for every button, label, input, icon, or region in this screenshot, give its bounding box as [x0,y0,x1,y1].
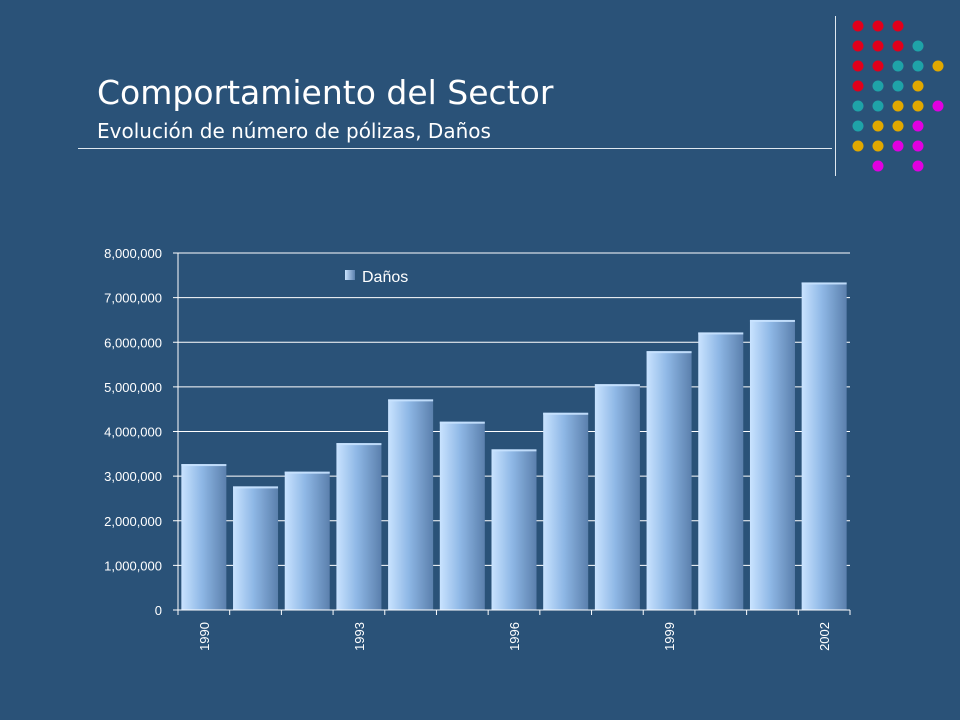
bar [284,471,330,610]
x-tick-labels: 1990 1993 1996 1999 2002 [197,622,832,651]
bar-top-highlight [801,282,847,285]
bar [388,399,434,610]
x-tick-label: 1996 [507,622,522,651]
bar [698,332,744,610]
bar-top-highlight [439,421,485,424]
y-tick-label: 4,000,000 [104,425,162,440]
y-tick-label: 2,000,000 [104,514,162,529]
bar-top-highlight [646,351,692,354]
bar-top-highlight [233,486,279,489]
bar [594,384,640,610]
vertical-divider [835,16,836,176]
slide-subtitle: Evolución de número de pólizas, Daños [97,119,491,143]
bar-top-highlight [284,471,330,474]
bar [646,351,692,610]
bar [801,282,847,610]
slide-title: Comportamiento del Sector [97,73,554,112]
y-tick-label: 6,000,000 [104,335,162,350]
y-tick-labels: 0 1,000,000 2,000,000 3,000,000 4,000,000 5,0… [104,246,162,618]
y-tick-label: 0 [155,603,162,618]
y-tick-label: 5,000,000 [104,380,162,395]
y-tick-label: 7,000,000 [104,291,162,306]
bar [543,412,589,610]
legend-label: Daños [362,269,408,286]
x-tick-label: 1993 [352,622,367,651]
bar-top-highlight [336,443,382,446]
bar [439,421,485,610]
bar [491,449,537,610]
bar [336,443,382,610]
bar-top-highlight [749,319,795,322]
axes [177,253,851,615]
y-tick-label: 1,000,000 [104,558,162,573]
bar-top-highlight [594,384,640,387]
bar-top-highlight [181,464,227,467]
y-tick-label: 3,000,000 [104,469,162,484]
x-tick-label: 2002 [817,622,832,651]
bar-top-highlight [543,412,589,415]
bar-top-highlight [491,449,537,452]
title-divider [78,148,832,149]
bars [181,282,847,610]
bar-top-highlight [388,399,434,402]
bar-top-highlight [698,332,744,335]
x-tick-label: 1990 [197,622,212,651]
bar [233,486,279,610]
x-tick-label: 1999 [662,622,677,651]
bar [181,464,227,610]
legend-swatch [345,270,355,280]
legend: Daños [345,269,408,286]
bar [749,319,795,610]
y-tick-label: 8,000,000 [104,246,162,261]
